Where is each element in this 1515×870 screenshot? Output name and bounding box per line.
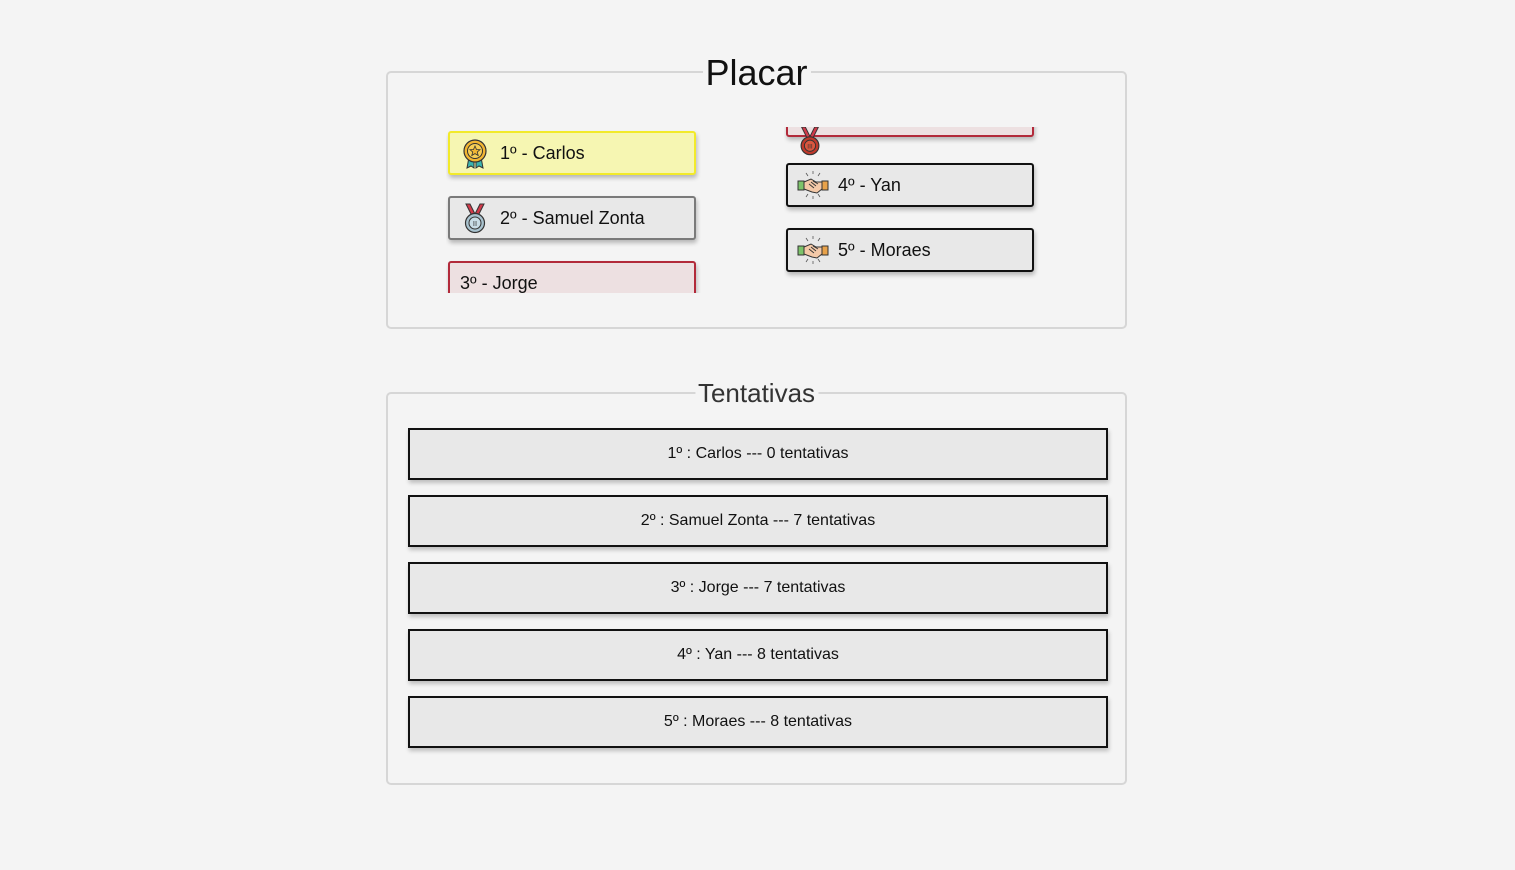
svg-text:III: III xyxy=(807,144,813,151)
placar-title: Placar xyxy=(702,55,811,91)
handshake-icon xyxy=(797,236,829,264)
score-card-5: 5º - Moraes xyxy=(786,228,1034,272)
placar-left-column[interactable]: 1º - Carlos II 2º - Samuel Zonta 3º - Jo… xyxy=(446,127,706,293)
attempt-row-5: 5º : Moraes --- 8 tentativas xyxy=(408,696,1108,748)
tentativas-title: Tentativas xyxy=(694,380,819,406)
attempt-row-label: 3º : Jorge --- 7 tentativas xyxy=(670,579,846,596)
svg-text:II: II xyxy=(473,220,477,228)
score-card-label: 4º - Yan xyxy=(838,174,901,195)
attempt-row-label: 1º : Carlos --- 0 tentativas xyxy=(667,445,849,462)
score-card-label: 3º - Jorge xyxy=(460,272,538,293)
score-card-1: 1º - Carlos xyxy=(448,131,696,175)
placar-panel: Placar 1º - Carlos II 2º - Samuel Zonta xyxy=(386,55,1127,329)
score-card-3-scrolled xyxy=(786,127,1034,137)
attempt-row-label: 5º : Moraes --- 8 tentativas xyxy=(663,713,853,730)
gold-medal-icon xyxy=(463,139,487,169)
score-card-label: 1º - Carlos xyxy=(500,142,585,163)
placar-right-column[interactable]: III 4º - Yan xyxy=(784,127,1044,293)
score-card-2: II 2º - Samuel Zonta xyxy=(448,196,696,240)
score-card-4: 4º - Yan xyxy=(786,163,1034,207)
bronze-medal-icon: III xyxy=(800,127,820,156)
score-card-label: 5º - Moraes xyxy=(838,239,931,260)
score-card-label: 2º - Samuel Zonta xyxy=(500,207,645,228)
attempt-row-1: 1º : Carlos --- 0 tentativas xyxy=(408,428,1108,480)
handshake-icon xyxy=(797,171,829,199)
attempt-row-2: 2º : Samuel Zonta --- 7 tentativas xyxy=(408,495,1108,547)
attempt-row-label: 4º : Yan --- 8 tentativas xyxy=(677,646,839,663)
attempt-row-4: 4º : Yan --- 8 tentativas xyxy=(408,629,1108,681)
silver-medal-icon: II xyxy=(464,203,486,234)
attempt-row-label: 2º : Samuel Zonta --- 7 tentativas xyxy=(640,512,876,529)
attempt-row-3: 3º : Jorge --- 7 tentativas xyxy=(408,562,1108,614)
tentativas-panel: Tentativas 1º : Carlos --- 0 tentativas … xyxy=(386,380,1127,785)
score-card-3: 3º - Jorge xyxy=(448,261,696,293)
